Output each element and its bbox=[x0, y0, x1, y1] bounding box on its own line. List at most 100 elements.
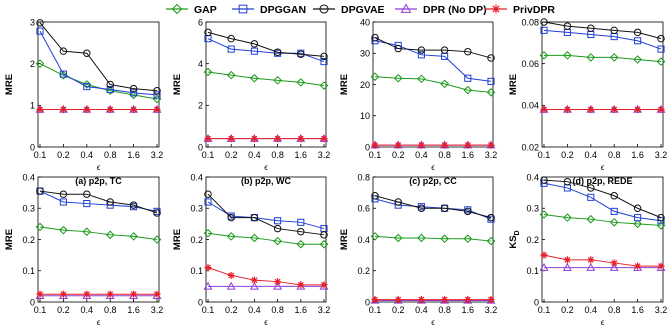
data-point bbox=[563, 213, 572, 222]
data-point bbox=[319, 239, 329, 249]
series-dpgvae bbox=[204, 28, 328, 61]
data-point bbox=[274, 278, 282, 286]
data-point bbox=[540, 105, 548, 114]
y-tick-label: 6 bbox=[198, 17, 203, 27]
chart-panels: 0 1 2 3 0.1 0.2 0.4 0.8 1.6 3.2 ϵ MRE (a) p2p, TC 0 2 4… bbox=[4, 17, 668, 327]
data-point bbox=[540, 26, 548, 34]
panel-caption: (c) p2p, CC bbox=[409, 176, 457, 186]
data-point bbox=[250, 47, 258, 55]
series-privdpr bbox=[540, 251, 665, 270]
data-point bbox=[417, 74, 426, 84]
data-point bbox=[106, 80, 114, 89]
data-point bbox=[36, 19, 44, 27]
legend-entry-dpgvae: DPGVAE bbox=[313, 4, 385, 16]
series-gap bbox=[370, 232, 496, 246]
x-tick-label: 3.2 bbox=[655, 305, 668, 315]
x-tick-label: 3.2 bbox=[485, 150, 498, 160]
data-point bbox=[633, 219, 642, 229]
series-privdpr bbox=[204, 135, 328, 143]
data-point bbox=[634, 262, 642, 270]
y-tick-label: 0.4 bbox=[526, 172, 539, 182]
data-point bbox=[562, 263, 572, 271]
x-tick-label: 0.2 bbox=[392, 305, 405, 315]
series-dpggan bbox=[540, 179, 665, 225]
series-dpgvae bbox=[540, 18, 665, 43]
data-point bbox=[586, 53, 596, 62]
data-point bbox=[610, 259, 618, 267]
data-point bbox=[274, 135, 282, 143]
x-tick-label: 0.8 bbox=[271, 150, 284, 160]
data-point bbox=[250, 73, 259, 83]
x-tick-label: 0.2 bbox=[57, 305, 70, 315]
data-point bbox=[204, 198, 212, 206]
data-point bbox=[633, 204, 642, 212]
data-point bbox=[563, 105, 571, 114]
series-line bbox=[207, 267, 324, 286]
data-point bbox=[371, 141, 379, 149]
data-point bbox=[464, 74, 472, 82]
x-tick-label: 0.8 bbox=[104, 305, 117, 315]
data-point bbox=[610, 105, 618, 114]
x-tick-label: 0.1 bbox=[202, 150, 215, 160]
data-point bbox=[226, 232, 236, 241]
data-point bbox=[36, 105, 44, 114]
data-point bbox=[417, 46, 426, 54]
data-point bbox=[83, 83, 91, 91]
data-point bbox=[83, 200, 91, 208]
y-tick-label: 4 bbox=[198, 59, 203, 69]
series-gap bbox=[35, 59, 162, 104]
series-privdpr bbox=[36, 105, 161, 114]
y-tick-label: 0.3 bbox=[190, 204, 203, 214]
x-tick-label: 1.6 bbox=[462, 150, 475, 160]
data-point bbox=[587, 256, 595, 264]
data-point bbox=[130, 89, 138, 97]
x-tick-label: 0.4 bbox=[415, 305, 428, 315]
y-tick-label: 0.1 bbox=[190, 266, 203, 276]
data-point bbox=[540, 176, 548, 184]
x-axis-label: ϵ bbox=[264, 163, 268, 172]
series-dpr-no-dp bbox=[35, 291, 162, 299]
data-point bbox=[227, 135, 235, 143]
y-tick-label: 0.6 bbox=[357, 204, 370, 214]
data-point bbox=[417, 141, 425, 149]
series-dpgvae bbox=[371, 192, 495, 222]
y-tick-label: 0 bbox=[365, 297, 370, 307]
x-tick-label: 0.8 bbox=[438, 150, 451, 160]
series-dpr-no-dp bbox=[539, 263, 666, 271]
y-tick-label: 2 bbox=[30, 59, 35, 69]
legend-marker-triangle bbox=[400, 3, 412, 13]
data-point bbox=[130, 105, 138, 114]
data-point bbox=[227, 213, 235, 222]
x-tick-label: 0.4 bbox=[585, 150, 598, 160]
x-tick-label: 3.2 bbox=[655, 150, 668, 160]
data-point bbox=[152, 235, 162, 244]
data-point bbox=[296, 78, 306, 87]
x-tick-label: 0.4 bbox=[585, 305, 598, 315]
series-line bbox=[207, 31, 325, 57]
data-point bbox=[370, 72, 380, 81]
data-point bbox=[129, 201, 138, 209]
data-point bbox=[250, 135, 258, 143]
data-point bbox=[464, 141, 472, 149]
data-point bbox=[633, 28, 642, 37]
y-tick-label: 0.4 bbox=[22, 172, 35, 182]
data-point bbox=[319, 81, 329, 90]
data-point bbox=[657, 262, 665, 270]
series-gap bbox=[539, 210, 666, 230]
data-point bbox=[129, 90, 138, 100]
x-tick-label: 3.2 bbox=[485, 305, 498, 315]
data-point bbox=[441, 296, 449, 304]
x-tick-label: 1.6 bbox=[295, 305, 308, 315]
data-point bbox=[657, 213, 665, 222]
data-point bbox=[35, 222, 45, 232]
data-point bbox=[129, 232, 138, 241]
series-dpgvae bbox=[204, 190, 328, 239]
chart-panel-1: 0 1 2 3 0.1 0.2 0.4 0.8 1.6 3.2 ϵ MRE (a) p2p, TC bbox=[4, 17, 163, 186]
data-point bbox=[563, 51, 572, 60]
x-tick-label: 0.2 bbox=[392, 150, 405, 160]
data-point bbox=[59, 198, 67, 206]
data-point bbox=[586, 214, 596, 224]
data-point bbox=[563, 256, 571, 264]
series-line bbox=[543, 21, 662, 40]
